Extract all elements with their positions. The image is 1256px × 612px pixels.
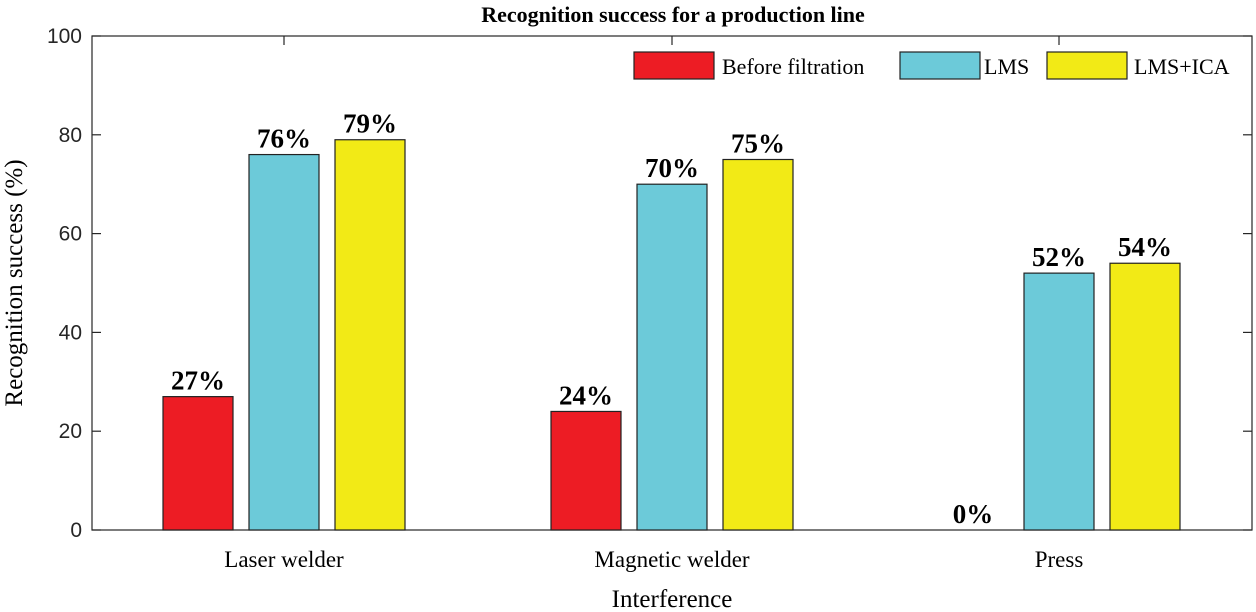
legend-swatch	[899, 51, 981, 80]
y-tick-label: 100	[47, 25, 82, 48]
y-tick-label: 60	[59, 223, 82, 246]
bar-lms	[1023, 272, 1095, 531]
data-label: 76%	[257, 124, 311, 154]
legend-label: Before filtration	[722, 54, 864, 79]
x-axis-label: Interference	[612, 586, 733, 612]
y-tick-label: 20	[59, 420, 82, 443]
y-tick-label: 40	[59, 321, 82, 344]
data-label: 54%	[1118, 232, 1172, 262]
legend-swatch	[633, 51, 715, 80]
bar-before-filtration	[550, 410, 622, 531]
data-label: 24%	[559, 380, 613, 410]
chart-title: Recognition success for a production lin…	[481, 2, 865, 27]
bar-lms-ica	[1109, 262, 1181, 531]
bar-lms-ica	[722, 158, 794, 531]
y-axis-label: Recognition success (%)	[1, 159, 28, 406]
x-tick-label: Press	[1035, 547, 1084, 572]
bar-lms	[636, 183, 708, 531]
legend: Before filtration LMS LMS+ICA	[633, 51, 1230, 80]
legend-swatch	[1046, 51, 1128, 80]
bar-lms	[248, 153, 320, 531]
x-tick-label: Magnetic welder	[594, 547, 750, 572]
legend-label: LMS	[984, 54, 1029, 79]
bar-lms-ica	[334, 139, 406, 531]
legend-label: LMS+ICA	[1134, 54, 1230, 79]
bar-before-filtration	[162, 396, 234, 531]
data-label: 75%	[731, 129, 785, 159]
data-label: 0%	[953, 499, 994, 529]
data-label: 27%	[171, 366, 225, 396]
data-label: 79%	[343, 109, 397, 139]
y-tick-label: 80	[59, 124, 82, 147]
y-tick-label: 0	[70, 519, 82, 542]
x-tick-label: Laser welder	[224, 547, 344, 572]
data-label: 70%	[645, 153, 699, 183]
data-label: 52%	[1032, 242, 1086, 272]
